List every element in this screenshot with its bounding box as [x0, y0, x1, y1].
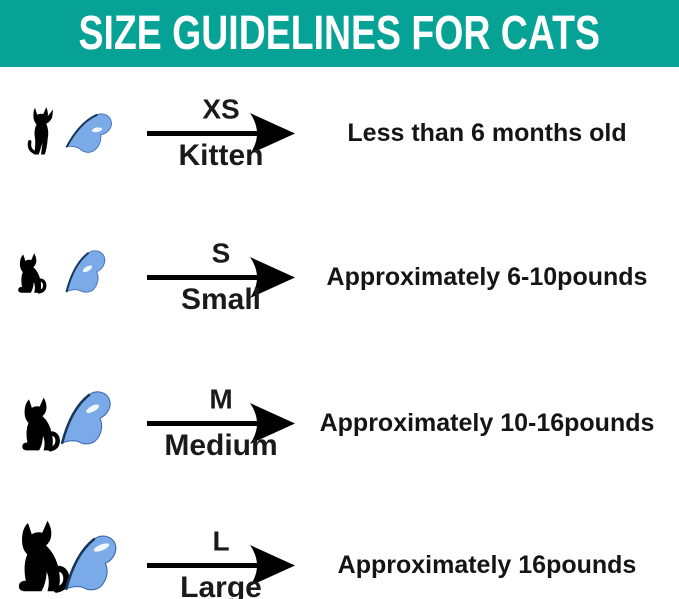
size-code-label: XS [202, 93, 240, 125]
right-arrow-icon [147, 403, 295, 444]
nail-cap-l-icon [60, 531, 128, 596]
cat-sitting-small-silhouette-icon [12, 252, 48, 299]
size-name-label: Medium [164, 429, 278, 462]
kitten-standing-silhouette-icon [26, 102, 56, 161]
nail-cap-xs-icon [61, 102, 124, 164]
size-description: Approximately 10-16pounds [319, 409, 655, 437]
cat-sitting-medium-silhouette-icon [14, 396, 62, 457]
size-code-label: L [212, 525, 230, 557]
size-name-label: Small [180, 283, 262, 316]
right-arrow-icon [147, 113, 295, 154]
size-description: Approximately 16pounds [337, 551, 637, 579]
size-description: Less than 6 months old [347, 119, 627, 147]
size-code-label: S [211, 237, 231, 269]
size-name-label: Large [180, 571, 262, 599]
size-code-label: M [209, 383, 233, 415]
right-arrow-icon [147, 545, 295, 586]
cat-sitting-large-silhouette-icon [10, 517, 70, 599]
nail-cap-s-icon [62, 246, 114, 299]
size-name-label: Kitten [178, 139, 264, 172]
right-arrow-icon [147, 257, 295, 298]
page-title: SIZE GUIDELINES FOR CATS [78, 7, 601, 60]
header-banner: SIZE GUIDELINES FOR CATS [0, 0, 679, 67]
nail-cap-m-icon [56, 387, 122, 450]
size-description: Approximately 6-10pounds [326, 263, 648, 291]
